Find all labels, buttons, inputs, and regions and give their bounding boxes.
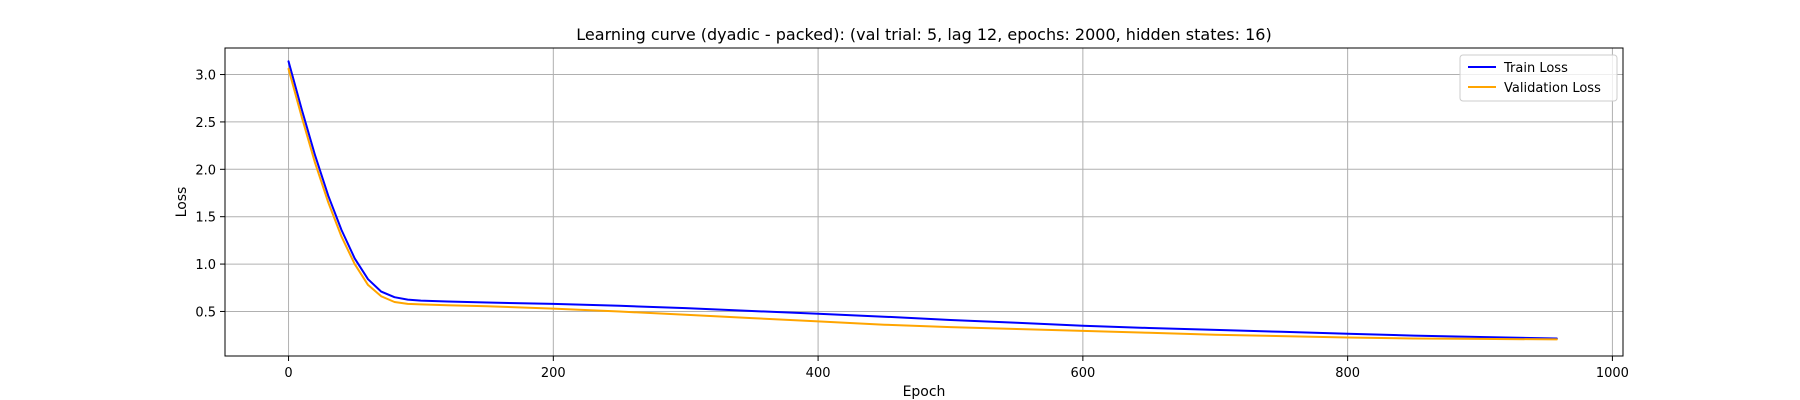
axis-ticks: 0 200 400 600 800 1000 0.5 1.0 1.5 2.0 2.5 3.0 <box>195 69 1629 381</box>
chart-title: Learning curve (dyadic - packed): (val t… <box>576 25 1271 44</box>
x-tick-label: 1000 <box>1596 366 1629 381</box>
plot-frame <box>224 47 1624 357</box>
y-tick-label: 3.0 <box>195 69 216 84</box>
series-lines <box>287 60 1558 341</box>
x-tick-label: 0 <box>284 366 292 381</box>
y-tick-label: 0.5 <box>195 305 216 320</box>
y-tick-label: 2.0 <box>195 163 216 178</box>
grid-lines <box>225 48 1623 356</box>
y-tick-label: 1.0 <box>195 258 216 273</box>
x-tick-label: 800 <box>1335 366 1360 381</box>
legend-label-validation-loss: Validation Loss <box>1504 81 1601 96</box>
legend-label-train-loss: Train Loss <box>1503 61 1568 76</box>
x-axis-label: Epoch <box>903 384 946 400</box>
series-line-validation-loss <box>287 67 1558 341</box>
legend: Train Loss Validation Loss <box>1459 54 1618 102</box>
y-tick-label: 2.5 <box>195 116 216 131</box>
series-line-train-loss <box>287 60 1558 340</box>
x-tick-label: 400 <box>806 366 831 381</box>
x-tick-label: 200 <box>541 366 566 381</box>
y-tick-label: 1.5 <box>195 211 216 226</box>
y-axis-label: Loss <box>174 187 190 218</box>
x-tick-label: 600 <box>1070 366 1095 381</box>
legend-box <box>1459 54 1618 102</box>
